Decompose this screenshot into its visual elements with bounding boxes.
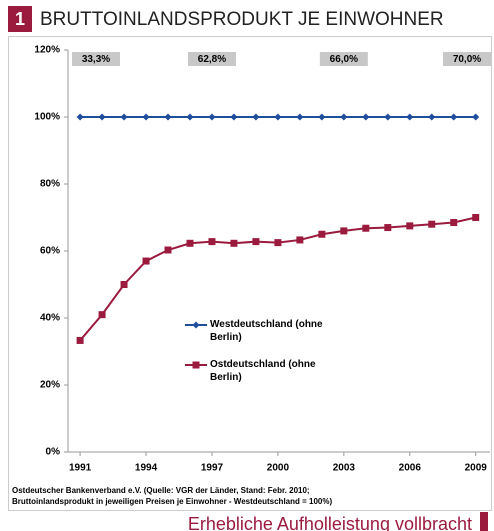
y-tick-label: 120%	[34, 45, 60, 56]
point	[186, 113, 194, 121]
header-badge	[8, 6, 32, 32]
point	[208, 238, 216, 246]
annotation-box	[187, 52, 236, 66]
point	[142, 257, 150, 265]
annotation: 33,3%	[82, 54, 110, 65]
point	[274, 113, 282, 121]
header-title: BRUTTOINLANDSPRODUKT JE EINWOHNER	[40, 9, 444, 30]
y-tick-label: 100%	[34, 112, 60, 123]
y-tick-label: 40%	[40, 313, 60, 324]
point	[384, 224, 392, 232]
point	[98, 113, 106, 121]
point	[318, 113, 326, 121]
point	[362, 113, 370, 121]
point	[98, 311, 106, 319]
point	[142, 113, 150, 121]
footer-title: Erhebliche Aufholleistung vollbracht	[188, 514, 472, 531]
y-tick-label: 60%	[40, 246, 60, 257]
point	[340, 227, 348, 235]
point	[406, 222, 414, 230]
point	[120, 113, 128, 121]
point	[120, 281, 128, 288]
point	[340, 113, 348, 121]
point	[428, 113, 436, 121]
source-line: Bruttoinlandsprodukt in jeweiligen Preis…	[12, 497, 332, 506]
point	[252, 113, 260, 121]
point	[274, 239, 282, 247]
point	[362, 224, 370, 232]
y-tick-label: 20%	[40, 380, 60, 391]
chart-frame	[8, 36, 492, 511]
x-tick-label: 2006	[399, 463, 422, 474]
point	[164, 113, 172, 121]
legend-marker	[192, 321, 200, 329]
point	[472, 214, 480, 221]
x-tick-label: 1997	[201, 463, 224, 474]
header-number: 1	[15, 9, 25, 29]
point	[208, 113, 216, 121]
point	[164, 246, 172, 254]
legend-marker	[192, 361, 200, 369]
point	[76, 336, 84, 344]
point	[186, 239, 194, 247]
x-tick-label: 2003	[333, 463, 356, 474]
x-tick-label: 2000	[267, 463, 290, 474]
point	[384, 113, 392, 121]
footer-bar	[480, 512, 488, 531]
point	[296, 236, 304, 244]
annotation: 66,0%	[330, 54, 358, 65]
x-tick-label: 2009	[465, 463, 488, 474]
point	[76, 113, 84, 121]
point	[450, 219, 458, 227]
annotation: 62,8%	[198, 54, 226, 65]
annotation-box	[319, 52, 368, 66]
point	[296, 113, 304, 121]
legend-label: Ostdeutschland (ohne Berlin)	[210, 359, 316, 383]
point	[230, 239, 238, 247]
x-tick-label: 1991	[69, 463, 92, 474]
x-tick-label: 1994	[135, 463, 158, 474]
y-tick-label: 80%	[40, 179, 60, 190]
y-tick-label: 0%	[46, 447, 61, 458]
point	[450, 113, 458, 121]
point	[472, 113, 480, 121]
annotation-box	[443, 52, 491, 66]
legend-label: Westdeutschland (ohne Berlin)	[210, 319, 323, 343]
point	[252, 238, 260, 246]
point	[318, 230, 326, 238]
point	[230, 113, 238, 121]
annotation-box	[72, 52, 120, 66]
source-line: Ostdeutscher Bankenverband e.V. (Quelle:…	[12, 486, 310, 495]
annotation: 70,0%	[453, 54, 481, 65]
point	[406, 113, 414, 121]
point	[428, 220, 436, 228]
